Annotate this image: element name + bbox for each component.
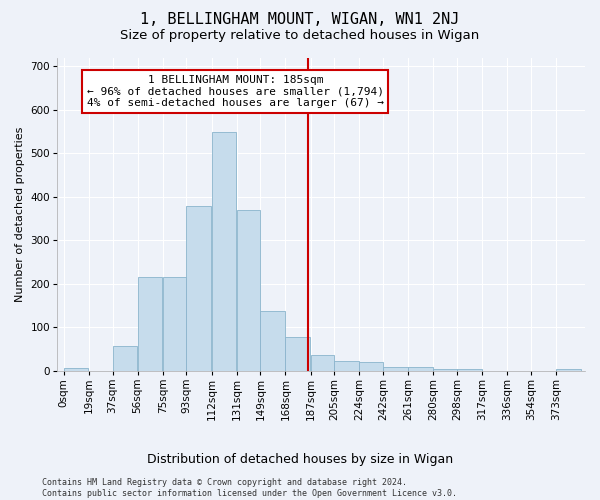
Bar [408, 366, 433, 371]
Bar [359, 362, 383, 371]
Bar [286, 338, 310, 371]
Text: 1 BELLINGHAM MOUNT: 185sqm
← 96% of detached houses are smaller (1,794)
4% of se: 1 BELLINGHAM MOUNT: 185sqm ← 96% of deta… [87, 75, 384, 108]
Text: Contains HM Land Registry data © Crown copyright and database right 2024.
Contai: Contains HM Land Registry data © Crown c… [42, 478, 457, 498]
Y-axis label: Number of detached properties: Number of detached properties [15, 126, 25, 302]
Bar [383, 366, 408, 371]
Bar [556, 369, 581, 371]
Bar [113, 346, 137, 371]
Bar [212, 132, 236, 371]
Bar [137, 278, 163, 371]
Bar [163, 278, 186, 371]
Bar [457, 369, 482, 371]
Text: Size of property relative to detached houses in Wigan: Size of property relative to detached ho… [121, 29, 479, 42]
Bar [236, 210, 260, 371]
Bar [334, 362, 359, 371]
Bar [433, 369, 457, 371]
Bar [311, 355, 334, 371]
Bar [64, 368, 88, 371]
Bar [187, 206, 211, 371]
Bar [260, 312, 285, 371]
Text: Distribution of detached houses by size in Wigan: Distribution of detached houses by size … [147, 452, 453, 466]
Text: 1, BELLINGHAM MOUNT, WIGAN, WN1 2NJ: 1, BELLINGHAM MOUNT, WIGAN, WN1 2NJ [140, 12, 460, 28]
